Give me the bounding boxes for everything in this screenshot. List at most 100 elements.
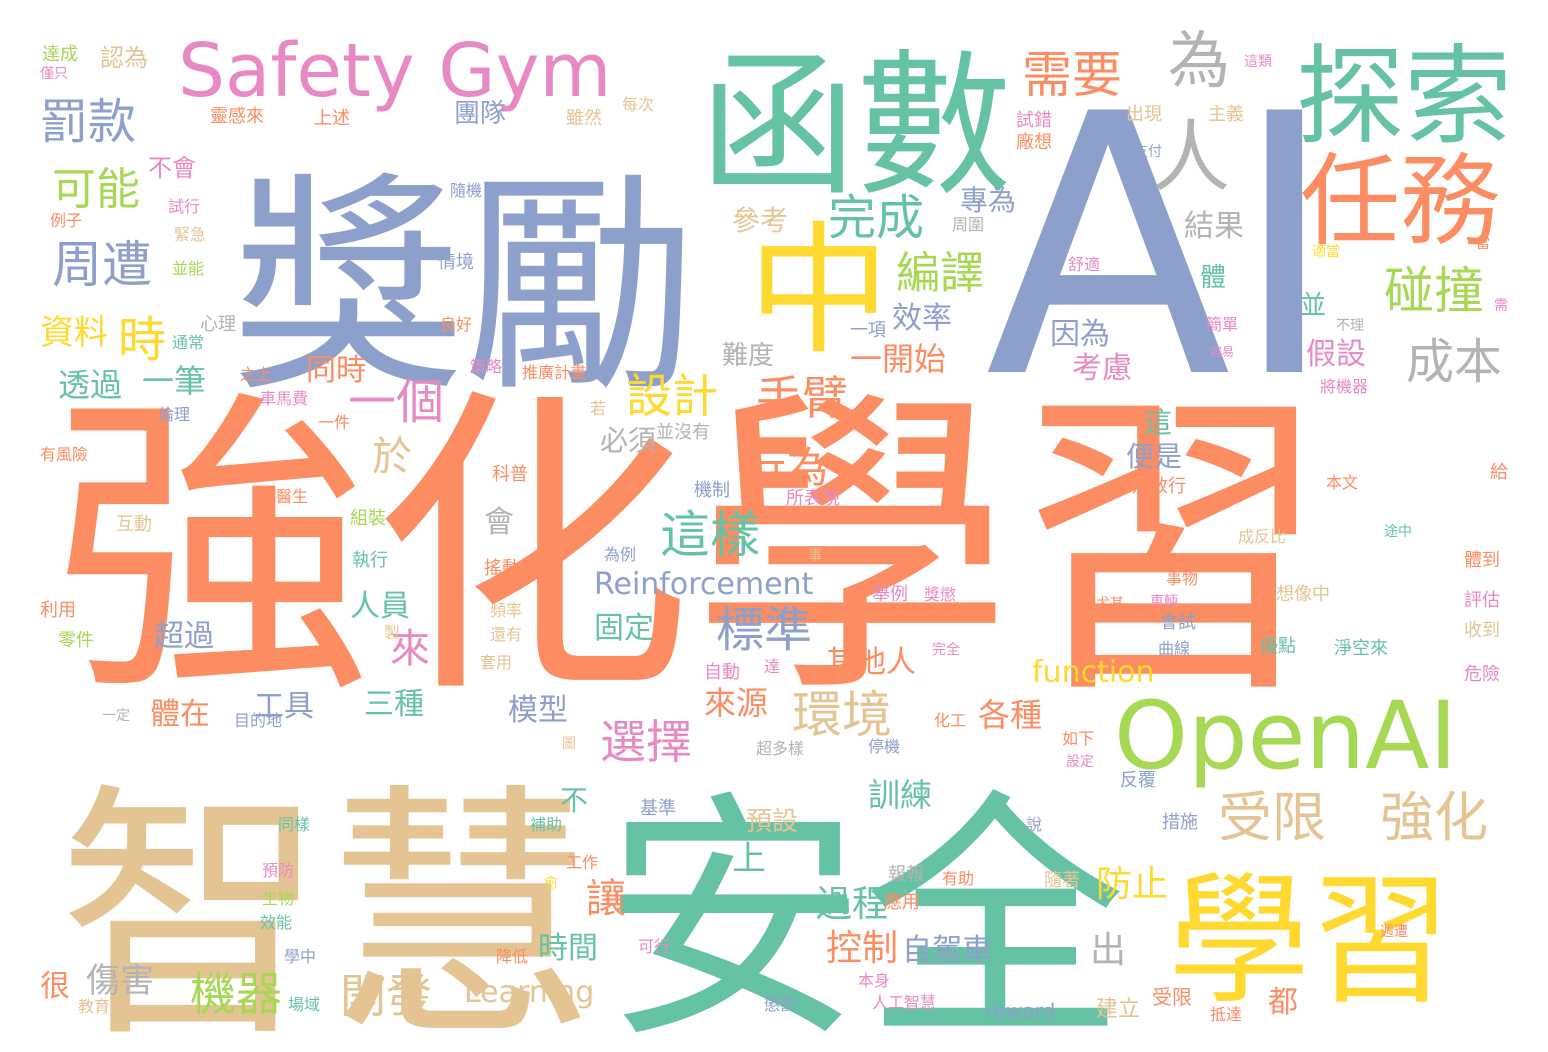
word-當: 當	[1476, 236, 1490, 252]
word-固定: 固定	[594, 611, 654, 646]
word-若: 若	[590, 399, 606, 418]
word-來: 來	[390, 626, 430, 672]
word-會試: 會試	[1160, 612, 1196, 633]
word-曲線: 曲線	[1158, 639, 1190, 658]
word-同時: 同時	[306, 353, 366, 388]
word-倫理: 倫理	[158, 405, 190, 424]
word-標準: 標準	[716, 602, 812, 658]
word-設定: 設定	[1066, 754, 1094, 770]
word-周圍: 周圍	[952, 215, 984, 234]
word-人工智慧: 人工智慧	[872, 993, 936, 1012]
word-週遭: 週遭	[1380, 924, 1408, 940]
word-成反比: 成反比	[1238, 527, 1286, 546]
word-效能: 效能	[260, 913, 292, 932]
word-措施: 措施	[1162, 812, 1198, 833]
word-設計: 設計	[626, 369, 718, 423]
word-可能: 可能	[52, 164, 140, 215]
word-場域: 場域	[288, 995, 320, 1014]
word-function: function	[1032, 655, 1155, 690]
word-需要: 需要	[1022, 46, 1122, 104]
word-出: 出	[1090, 930, 1126, 971]
word-基準: 基準	[640, 798, 676, 819]
word-體在: 體在	[150, 697, 210, 732]
word-自駕車: 自駕車	[902, 933, 992, 968]
word-給: 給	[1490, 462, 1508, 483]
word-達: 達	[764, 657, 780, 676]
word-機制: 機制	[694, 480, 730, 501]
word-科普: 科普	[492, 464, 528, 485]
word-受限-2: 受限	[1152, 985, 1192, 1009]
word-一個: 一個	[348, 374, 444, 430]
word-生物: 生物	[262, 889, 294, 908]
word-透過: 透過	[58, 366, 122, 404]
word-會: 會	[484, 505, 514, 540]
word-強化學習: 強化學習	[52, 364, 1332, 736]
word-便是: 便是	[1126, 440, 1182, 473]
word-並能: 並能	[172, 259, 204, 278]
word-其他人: 其他人	[826, 645, 916, 680]
word-工具: 工具	[254, 689, 314, 724]
word-緊急: 緊急	[174, 225, 206, 244]
word-將機器: 將機器	[1320, 377, 1368, 396]
word-試行: 試行	[168, 197, 200, 216]
word-套用: 套用	[480, 653, 512, 672]
word-本身: 本身	[858, 971, 890, 990]
word-支付: 支付	[1134, 144, 1162, 160]
word-中: 中	[748, 209, 890, 374]
word-同樣: 同樣	[278, 815, 310, 834]
word-達成: 達成	[42, 44, 78, 65]
word-通常: 通常	[172, 333, 204, 352]
word-如下: 如下	[1062, 729, 1094, 748]
word-簡單: 簡單	[1206, 315, 1238, 334]
word-無效行: 無效行	[1132, 476, 1186, 497]
word-可行: 可行	[638, 937, 670, 956]
word-上: 上	[732, 839, 766, 879]
word-尤其: 尤其	[1096, 596, 1124, 612]
word-AI: AI	[985, 38, 1337, 457]
word-時間: 時間	[538, 931, 598, 966]
word-評估: 評估	[1464, 590, 1500, 611]
word-行為: 行為	[744, 443, 828, 492]
word-容易: 容易	[1210, 344, 1234, 359]
word-不: 不	[560, 784, 588, 817]
word-於: 於	[372, 434, 412, 480]
word-受限: 受限	[1218, 786, 1326, 849]
word-心理: 心理	[200, 314, 236, 335]
word-讓: 讓	[586, 876, 626, 922]
word-函數: 函數	[700, 35, 1012, 217]
word-超過: 超過	[154, 619, 214, 654]
word-反覆: 反覆	[1120, 770, 1156, 791]
word-這樣: 這樣	[660, 506, 760, 564]
word-智慧: 智慧	[58, 762, 594, 1052]
word-主義: 主義	[1208, 104, 1244, 125]
word-執行: 執行	[352, 550, 388, 571]
word-獎懲: 獎懲	[924, 585, 956, 604]
word-雖然: 雖然	[566, 108, 602, 129]
word-製: 製	[384, 623, 400, 642]
word-出現: 出現	[1126, 104, 1162, 125]
word-難度: 難度	[722, 341, 774, 371]
word-Reinforcement: Reinforcement	[594, 567, 814, 602]
word-開發: 開發	[340, 969, 432, 1023]
word-環境: 環境	[792, 686, 892, 744]
word-事: 事	[808, 548, 822, 564]
word-優點: 優點	[1260, 636, 1296, 657]
word-Safety-Gym: Safety Gym	[178, 28, 611, 114]
word-建立: 建立	[1096, 997, 1140, 1022]
word-利用: 利用	[40, 600, 76, 621]
word-廠想: 廠想	[1016, 131, 1052, 153]
word-一件: 一件	[318, 413, 350, 432]
word-假設: 假設	[1306, 337, 1366, 372]
word-試錯: 試錯	[1016, 110, 1052, 131]
word-這類: 這類	[1244, 54, 1272, 70]
word-收到: 收到	[1464, 620, 1500, 641]
word-很: 很	[40, 969, 70, 1004]
word-手臂: 手臂	[756, 371, 848, 425]
word-不會: 不會	[148, 154, 196, 182]
word-例子: 例子	[50, 211, 82, 230]
word-報報: 報報	[888, 864, 924, 885]
word-周遭: 周遭	[52, 236, 152, 294]
word-危險: 危險	[1464, 664, 1500, 685]
